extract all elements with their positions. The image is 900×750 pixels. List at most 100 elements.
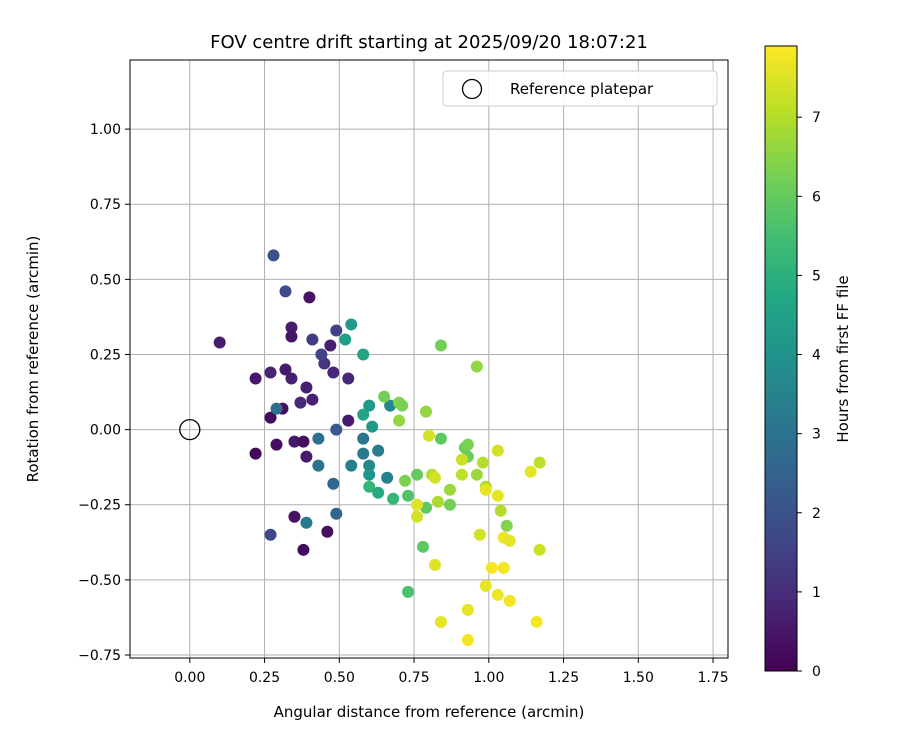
data-point <box>533 543 546 556</box>
y-tick-label: 0.50 <box>90 272 121 288</box>
data-point <box>279 363 292 376</box>
data-point <box>288 435 301 448</box>
data-point <box>345 459 358 472</box>
y-tick-label: −0.50 <box>78 573 121 589</box>
y-tick-label: 1.00 <box>90 122 121 138</box>
data-point <box>264 366 277 379</box>
data-point <box>363 459 376 472</box>
data-point <box>485 561 498 574</box>
scatter-points <box>213 249 546 646</box>
data-point <box>249 372 262 385</box>
data-point <box>503 594 516 607</box>
data-point <box>393 414 406 427</box>
data-point <box>530 615 543 628</box>
data-point <box>402 585 415 598</box>
data-point <box>417 540 430 553</box>
data-point <box>345 318 358 331</box>
data-point <box>402 489 415 502</box>
data-point <box>428 558 441 571</box>
data-point <box>288 510 301 523</box>
colorbar-tick-label: 1 <box>812 585 821 601</box>
data-point <box>357 408 370 421</box>
data-point <box>476 456 489 469</box>
data-point <box>270 438 283 451</box>
colorbar-tick-label: 5 <box>812 268 821 284</box>
data-point <box>312 432 325 445</box>
data-point <box>285 372 298 385</box>
x-tick-label: 1.75 <box>697 670 728 686</box>
data-point <box>503 534 516 547</box>
y-tick-label: 0.25 <box>90 347 121 363</box>
data-point <box>420 405 433 418</box>
data-point <box>455 453 468 466</box>
data-point <box>330 507 343 520</box>
x-tick-label: 1.25 <box>548 670 579 686</box>
data-point <box>330 423 343 436</box>
data-point <box>264 411 277 424</box>
data-point <box>327 366 340 379</box>
data-point <box>357 432 370 445</box>
data-point <box>363 480 376 493</box>
plot-area: 0.00 0.25 0.50 0.75 1.00 1.25 1.50 1.75 −0.75 −0… <box>78 59 729 686</box>
data-point <box>411 498 424 511</box>
data-point <box>461 603 474 616</box>
y-tick-label: −0.25 <box>78 498 121 514</box>
data-point <box>491 444 504 457</box>
legend-marker-icon <box>461 78 483 100</box>
data-point <box>363 468 376 481</box>
data-point <box>279 285 292 298</box>
x-tick-label: 0.75 <box>398 670 429 686</box>
x-tick-label: 1.50 <box>623 670 654 686</box>
chart-title: FOV centre drift starting at 2025/09/20 … <box>210 32 648 53</box>
data-point <box>300 450 313 463</box>
data-point <box>411 510 424 523</box>
data-point <box>312 459 325 472</box>
data-point <box>357 447 370 460</box>
legend-box <box>442 70 718 107</box>
legend-label: Reference platepar <box>510 80 654 98</box>
data-point <box>491 489 504 502</box>
data-point <box>267 249 280 262</box>
colorbar-tick-label: 2 <box>812 506 821 522</box>
data-point <box>479 483 492 496</box>
data-point <box>300 516 313 529</box>
data-point <box>306 333 319 346</box>
x-axis-label: Angular distance from reference (arcmin) <box>274 703 585 721</box>
data-point <box>497 561 510 574</box>
data-point <box>294 396 307 409</box>
colorbar-label: Hours from first FF file <box>834 275 852 442</box>
data-point <box>321 525 334 538</box>
y-axis-label: Rotation from reference (arcmin) <box>24 236 42 483</box>
data-point <box>423 429 435 442</box>
data-point <box>270 402 283 415</box>
data-point <box>342 414 355 427</box>
data-point <box>533 456 546 469</box>
data-point <box>372 444 385 457</box>
data-point <box>213 336 226 349</box>
data-point <box>434 615 447 628</box>
colorbar-tick-label: 0 <box>812 664 821 680</box>
y-tick-label: −0.75 <box>78 648 121 664</box>
plot-frame <box>129 59 729 659</box>
data-point <box>479 579 492 592</box>
data-point <box>330 324 343 337</box>
colorbar-gradient <box>764 45 798 672</box>
data-point <box>399 474 412 487</box>
data-point <box>524 465 537 478</box>
data-point <box>461 633 474 646</box>
data-point <box>249 447 262 460</box>
data-point <box>378 390 391 403</box>
data-point <box>434 339 447 352</box>
data-point <box>285 330 298 343</box>
colorbar-tick-label: 4 <box>812 348 821 364</box>
data-point <box>500 519 513 532</box>
y-axis-ticks: −0.75 −0.50 −0.25 0.00 0.25 0.50 0.75 1.00 <box>78 122 130 664</box>
data-point <box>473 528 486 541</box>
data-point <box>339 333 352 346</box>
y-tick-label: 0.00 <box>90 423 121 439</box>
data-point <box>318 357 331 370</box>
x-axis-ticks: 0.00 0.25 0.50 0.75 1.00 1.25 1.50 1.75 <box>174 658 729 686</box>
data-point <box>461 438 474 451</box>
data-point <box>363 399 376 412</box>
